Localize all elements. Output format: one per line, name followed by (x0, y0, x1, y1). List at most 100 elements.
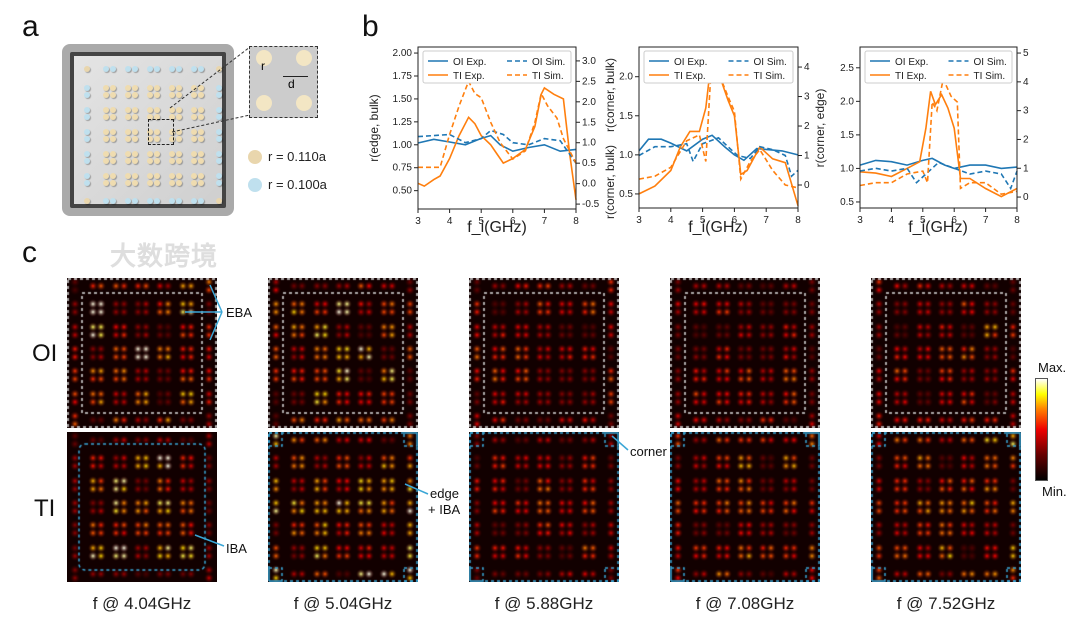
rod (169, 85, 175, 91)
rod (191, 198, 197, 204)
y-tick-label: 2.5 (840, 63, 854, 74)
rod (198, 151, 204, 157)
rod (110, 151, 116, 157)
colorbar-max-label: Max. (1038, 360, 1067, 375)
unit-cell-inset: r d (249, 46, 318, 118)
y-tick-label: 0.5 (619, 189, 633, 200)
y-right-tick-label: 2 (804, 121, 810, 132)
legend-label: r = 0.100a (268, 177, 327, 192)
small-rod-swatch (248, 178, 262, 192)
rod (132, 173, 138, 179)
colorbar (1035, 378, 1048, 481)
rod (154, 158, 160, 164)
rod (147, 136, 153, 142)
x-axis-label-2: f_i(GHz) (688, 219, 748, 236)
rod (84, 92, 90, 98)
rod (216, 129, 222, 135)
rod (176, 198, 182, 204)
rod (132, 158, 138, 164)
legend-label: OI Exp. (895, 57, 928, 68)
rod (154, 92, 160, 98)
legend-box (864, 50, 1013, 84)
rod (198, 173, 204, 179)
y-right-tick-label: 4 (1023, 77, 1029, 88)
x-tick-label: 7 (542, 216, 548, 227)
rod (125, 173, 131, 179)
rod (103, 92, 109, 98)
rod (103, 198, 109, 204)
x-tick-label: 6 (732, 215, 738, 226)
x-tick-label: 8 (1014, 215, 1020, 226)
rod (154, 114, 160, 120)
rod (125, 151, 131, 157)
rod (154, 107, 160, 113)
rod (198, 129, 204, 135)
rod (132, 107, 138, 113)
x-tick-label: 3 (857, 215, 863, 226)
row-label-ti: TI (34, 495, 56, 522)
rod (84, 180, 90, 186)
rod (216, 66, 222, 72)
rod (198, 198, 204, 204)
large-rod-swatch (248, 150, 262, 164)
rod (147, 66, 153, 72)
y-tick-label: 2.0 (619, 72, 633, 83)
rod (216, 92, 222, 98)
x-tick-label: 7 (763, 215, 769, 226)
y-tick-label: 1.5 (840, 130, 854, 141)
rod (125, 107, 131, 113)
corner-annotation: corner (630, 444, 667, 459)
eba-annotation: EBA (226, 305, 253, 320)
y-right-tick-label: 5 (1023, 48, 1029, 59)
y-tick-label: 1.75 (393, 71, 413, 82)
radius-label: r (261, 59, 265, 73)
caption-1: f @ 4.04GHz (92, 594, 192, 613)
rod (216, 114, 222, 120)
rod (154, 129, 160, 135)
iba-annotation: IBA (226, 541, 247, 556)
x-tick-label: 7 (983, 215, 989, 226)
rod (176, 129, 182, 135)
rod (110, 92, 116, 98)
rod (147, 151, 153, 157)
x-tick-label: 4 (447, 216, 453, 227)
rod (176, 92, 182, 98)
rod (147, 198, 153, 204)
rod (169, 92, 175, 98)
y-right-tick-label: 1 (804, 151, 810, 162)
rod (110, 66, 116, 72)
y-axis-label: r(edge, bulk) (367, 94, 381, 161)
rod (132, 198, 138, 204)
y-right-tick-label: 1.5 (582, 117, 596, 128)
series-line-oi-exp- (417, 134, 577, 153)
rod (191, 136, 197, 142)
y-right-tick-label: 0 (804, 180, 810, 191)
plot-frame (417, 46, 577, 210)
x-tick-label: 4 (668, 215, 674, 226)
rod (169, 114, 175, 120)
rod (191, 114, 197, 120)
rod (84, 158, 90, 164)
rod (198, 107, 204, 113)
colorbar-min-label: Min. (1042, 484, 1067, 499)
rod (169, 107, 175, 113)
rod (147, 92, 153, 98)
y-tick-label: 1.0 (619, 150, 633, 161)
rod (84, 85, 90, 91)
legend-label: TI Exp. (453, 71, 485, 82)
rod (216, 180, 222, 186)
y-right-tick-label: -0.5 (582, 199, 600, 210)
rod (176, 66, 182, 72)
series-line-ti-sim- (418, 79, 577, 169)
rod (154, 198, 160, 204)
row-label-oi: OI (32, 340, 58, 367)
legend-label: r = 0.110a (268, 149, 326, 164)
plot-frame (638, 46, 799, 209)
rod (147, 180, 153, 186)
legend-label: OI Sim. (532, 57, 565, 68)
rod (198, 114, 204, 120)
rod (110, 158, 116, 164)
y-right-tick-label: 0.0 (582, 179, 596, 190)
y-tick-label: 0.50 (393, 186, 413, 197)
